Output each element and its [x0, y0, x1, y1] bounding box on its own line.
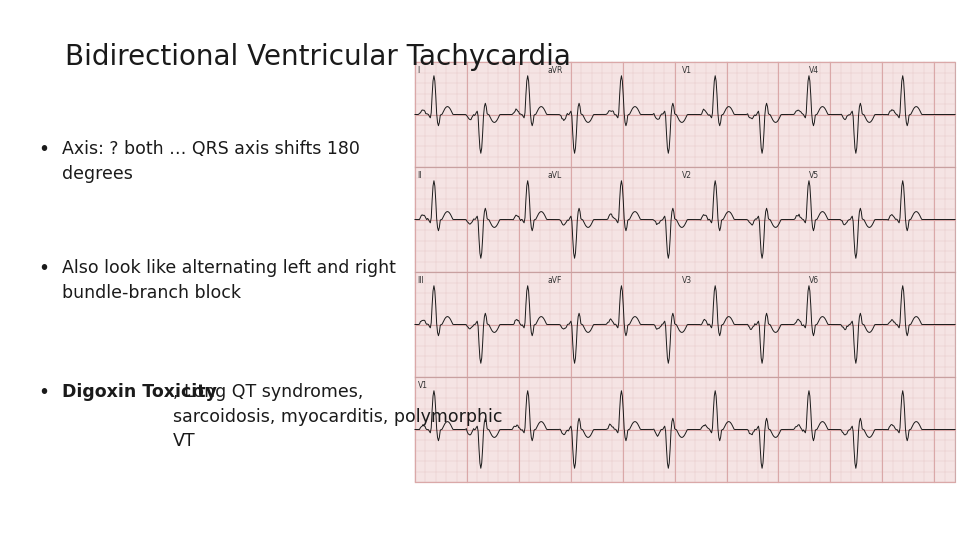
Text: III: III — [418, 276, 424, 285]
Text: V1: V1 — [418, 381, 428, 390]
Text: V6: V6 — [809, 276, 819, 285]
Text: V3: V3 — [683, 276, 692, 285]
Text: V5: V5 — [809, 171, 819, 180]
Text: I: I — [418, 66, 420, 75]
Text: V2: V2 — [683, 171, 692, 180]
Text: II: II — [418, 171, 422, 180]
Text: , Long QT syndromes,
sarcoidosis, myocarditis, polymorphic
VT: , Long QT syndromes, sarcoidosis, myocar… — [173, 383, 502, 450]
Text: aVR: aVR — [547, 66, 563, 75]
Text: V4: V4 — [809, 66, 819, 75]
Text: aVF: aVF — [547, 276, 562, 285]
Text: aVL: aVL — [547, 171, 562, 180]
Text: •: • — [38, 140, 50, 159]
Text: •: • — [38, 259, 50, 278]
Text: V1: V1 — [683, 66, 692, 75]
Text: •: • — [38, 383, 50, 402]
Text: Axis: ? both … QRS axis shifts 180
degrees: Axis: ? both … QRS axis shifts 180 degre… — [62, 140, 360, 183]
Text: Digoxin Toxicity: Digoxin Toxicity — [62, 383, 217, 401]
Bar — [415, 62, 955, 482]
Text: Bidirectional Ventricular Tachycardia: Bidirectional Ventricular Tachycardia — [65, 43, 571, 71]
Text: Also look like alternating left and right
bundle-branch block: Also look like alternating left and righ… — [62, 259, 396, 301]
